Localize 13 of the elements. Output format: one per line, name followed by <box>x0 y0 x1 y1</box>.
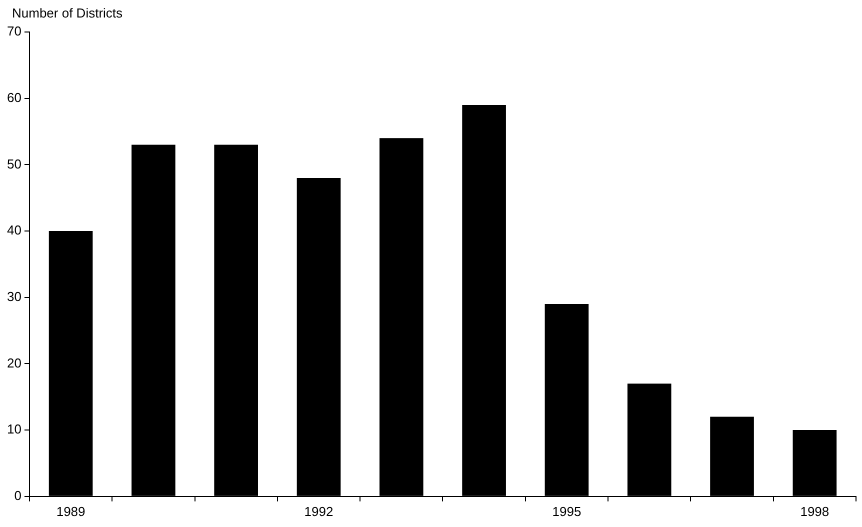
y-tick-label: 70 <box>6 24 22 39</box>
y-tick-label: 30 <box>6 288 22 304</box>
y-tick-label: 20 <box>6 355 22 370</box>
y-tick-label: 50 <box>6 156 22 172</box>
x-tick-label: 1989 <box>56 504 86 519</box>
y-tick-label: 10 <box>6 422 22 437</box>
y-tick-label: 0 <box>14 488 22 503</box>
x-tick-label: 1998 <box>800 504 830 519</box>
x-tick-label: 1992 <box>304 504 334 519</box>
y-tick-label: 40 <box>6 222 22 238</box>
x-tick-label: 1995 <box>552 504 582 519</box>
y-axis-title: Number of Districts <box>12 6 124 21</box>
y-tick-label: 60 <box>6 90 22 105</box>
